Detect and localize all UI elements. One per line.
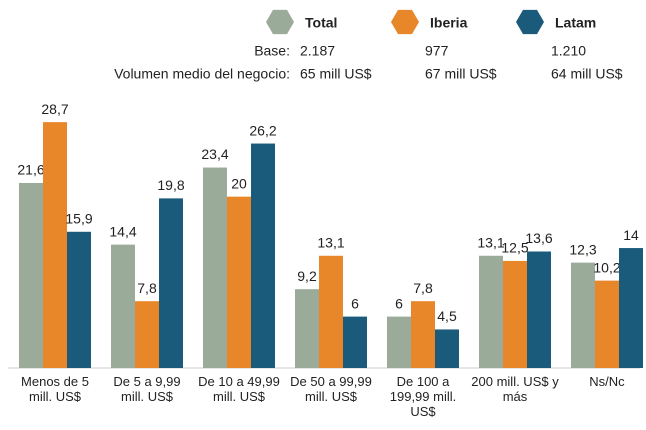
value-label: 14 [623, 227, 639, 243]
bar [479, 255, 503, 368]
legend-swatch [266, 9, 294, 35]
x-tick-label: De 10 a 49,99 mill. US$ [198, 374, 280, 404]
value-label: 12,3 [569, 241, 596, 257]
value-label: 21,6 [17, 162, 44, 178]
value-label: 6 [351, 295, 359, 311]
value-label: 14,4 [109, 223, 136, 239]
value-label: 13,6 [525, 230, 552, 246]
volume-value: 67 mill US$ [425, 66, 497, 82]
value-label: 12,5 [501, 240, 528, 256]
bar [135, 301, 159, 368]
value-label: 26,2 [249, 122, 276, 138]
value-label: 23,4 [201, 146, 228, 162]
bar [295, 289, 319, 368]
bar [43, 122, 67, 369]
legend-swatch [391, 9, 419, 35]
base-label: Base: [254, 43, 290, 59]
x-tick-label: De 5 a 9,99 mill. US$ [113, 374, 181, 404]
value-label: 7,8 [413, 280, 433, 296]
bar [595, 280, 619, 368]
value-label: 13,1 [477, 234, 504, 250]
x-tick-label: Ns/Nc [589, 374, 625, 389]
value-label: 13,1 [317, 234, 344, 250]
x-tick-label: De 50 a 99,99 mill. US$ [290, 374, 372, 404]
bar [159, 198, 183, 368]
volume-value: 64 mill US$ [551, 66, 623, 82]
legend-label: Latam [555, 15, 596, 31]
bar [111, 244, 135, 368]
base-value: 1.210 [551, 43, 586, 59]
bar [343, 316, 367, 368]
legend-label: Total [305, 15, 337, 31]
volume-label: Volumen medio del negocio: [114, 66, 290, 82]
value-label: 4,5 [437, 308, 457, 324]
bar [251, 143, 275, 368]
bar [319, 255, 343, 368]
bar [387, 316, 411, 368]
bar [571, 262, 595, 368]
bar [19, 182, 43, 368]
bar [503, 260, 527, 368]
value-label: 19,8 [157, 177, 184, 193]
x-tick-label: Menos de 5 mill. US$ [21, 374, 89, 404]
bar [411, 301, 435, 368]
value-label: 20 [231, 175, 247, 191]
base-value: 977 [425, 43, 449, 59]
x-tick-label: De 100 a 199,99 mill. US$ [389, 374, 457, 419]
value-label: 9,2 [297, 268, 317, 284]
bar [619, 248, 643, 368]
value-label: 10,2 [593, 259, 620, 275]
legend-label: Iberia [430, 15, 468, 31]
value-label: 15,9 [65, 210, 92, 226]
x-tick-label: 200 mill. US$ y más [471, 374, 559, 404]
value-label: 6 [395, 295, 403, 311]
bar [227, 196, 251, 368]
base-value: 2.187 [300, 43, 335, 59]
value-label: 7,8 [137, 280, 157, 296]
bar [67, 231, 91, 368]
bar [203, 167, 227, 368]
volume-value: 65 mill US$ [300, 66, 372, 82]
bar [527, 251, 551, 368]
value-label: 28,7 [41, 101, 68, 117]
legend-swatch [516, 9, 544, 35]
bar [435, 329, 459, 368]
